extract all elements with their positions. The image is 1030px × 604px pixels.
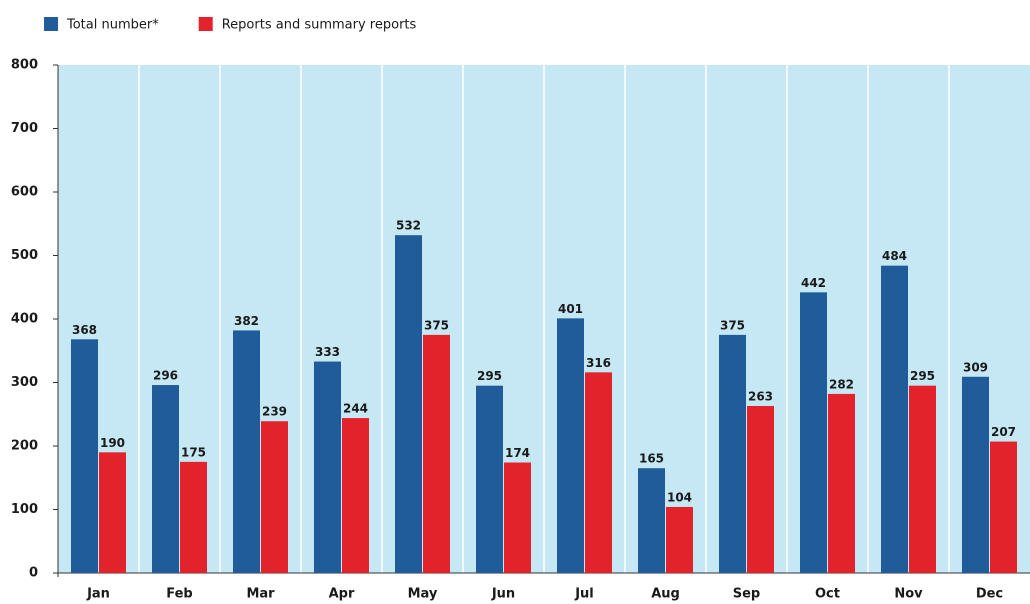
- bar: [180, 461, 207, 573]
- value-label: 333: [315, 345, 340, 359]
- bar: [990, 441, 1017, 573]
- x-tick-label: Apr: [329, 587, 355, 602]
- x-tick-label: Dec: [976, 587, 1003, 602]
- value-label: 442: [801, 276, 826, 290]
- x-tick-label: Aug: [651, 587, 680, 602]
- value-label: 207: [991, 425, 1016, 439]
- bar: [314, 361, 341, 573]
- y-tick-label: 300: [11, 375, 38, 390]
- y-tick-label: 600: [11, 185, 38, 200]
- x-tick-label: Oct: [815, 587, 840, 602]
- bar: [666, 506, 693, 573]
- value-label: 244: [343, 402, 368, 416]
- x-tick-label: Mar: [246, 587, 275, 602]
- value-label: 190: [100, 436, 125, 450]
- bar: [342, 418, 369, 573]
- value-label: 484: [882, 249, 907, 263]
- y-tick-label: 200: [11, 439, 38, 454]
- legend-swatch: [44, 17, 58, 31]
- value-label: 175: [181, 445, 206, 459]
- bar: [638, 468, 665, 573]
- value-label: 295: [477, 369, 502, 383]
- bar: [962, 376, 989, 573]
- value-label: 532: [396, 219, 421, 233]
- legend-swatch: [198, 17, 213, 31]
- bar: [261, 421, 288, 573]
- value-label: 104: [667, 490, 692, 504]
- y-tick-label: 400: [11, 312, 38, 327]
- value-label: 165: [639, 452, 664, 466]
- value-label: 263: [748, 389, 773, 403]
- bar: [747, 405, 774, 573]
- bar: [71, 339, 98, 573]
- bar: [909, 385, 936, 573]
- x-tick-label: Nov: [894, 587, 923, 602]
- y-tick-label: 0: [29, 566, 38, 581]
- bar: [395, 235, 422, 573]
- value-label: 375: [720, 318, 745, 332]
- bar: [99, 452, 126, 573]
- bar: [152, 385, 179, 573]
- value-label: 401: [558, 302, 583, 316]
- bar: [719, 334, 746, 573]
- bar: [881, 265, 908, 573]
- value-label: 239: [262, 405, 287, 419]
- bar: [476, 385, 503, 573]
- bar: [504, 462, 531, 573]
- value-label: 309: [963, 360, 988, 374]
- x-tick-label: Jul: [574, 587, 594, 602]
- y-tick-label: 500: [11, 248, 38, 263]
- x-tick-label: Sep: [733, 587, 761, 602]
- bar: [828, 393, 855, 573]
- value-label: 174: [505, 446, 530, 460]
- value-label: 316: [586, 356, 611, 370]
- value-label: 296: [153, 369, 178, 383]
- bar: [557, 318, 584, 573]
- bar: [423, 334, 450, 573]
- x-tick-label: May: [408, 587, 438, 602]
- y-tick-label: 800: [11, 58, 38, 73]
- y-tick-label: 100: [11, 502, 38, 517]
- x-tick-label: Feb: [166, 587, 192, 602]
- value-label: 382: [234, 314, 259, 328]
- x-tick-label: Jun: [491, 587, 515, 602]
- value-label: 375: [424, 318, 449, 332]
- bar: [585, 372, 612, 573]
- bar: [233, 330, 260, 573]
- x-tick-label: Jan: [86, 587, 110, 602]
- value-label: 295: [910, 369, 935, 383]
- value-label: 368: [72, 323, 97, 337]
- legend-label: Total number*: [66, 18, 159, 33]
- bar: [800, 292, 827, 573]
- y-tick-label: 700: [11, 121, 38, 136]
- legend-label: Reports and summary reports: [222, 18, 417, 33]
- value-label: 282: [829, 377, 854, 391]
